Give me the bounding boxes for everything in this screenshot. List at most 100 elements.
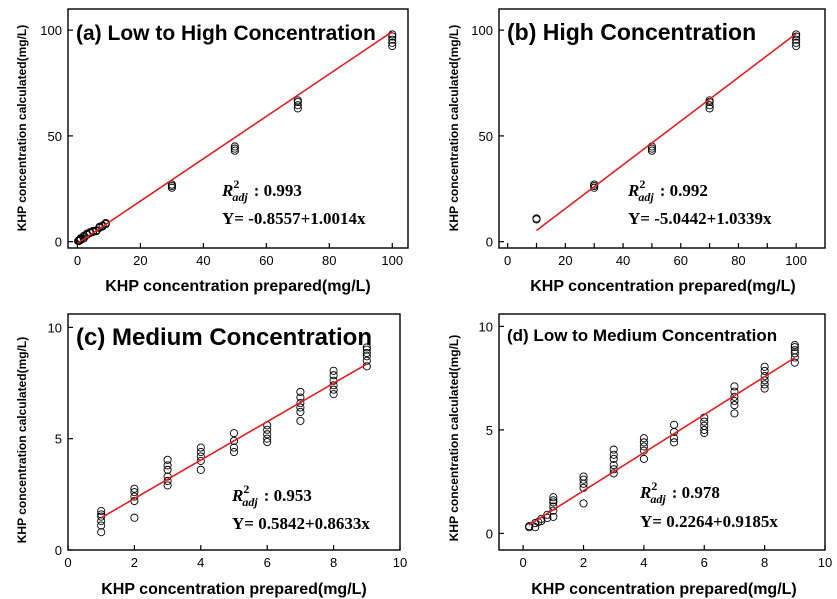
plot-frame bbox=[67, 313, 401, 551]
data-point bbox=[296, 403, 305, 412]
data-point bbox=[263, 437, 272, 447]
x-axis-label: KHP concentration prepared(mg/L) bbox=[105, 278, 371, 295]
data-point bbox=[167, 180, 176, 189]
data-point bbox=[97, 510, 106, 519]
data-point bbox=[792, 30, 801, 39]
data-point bbox=[388, 35, 397, 44]
chart-title: (d) Low to Medium Concentration bbox=[507, 326, 777, 345]
data-point bbox=[730, 401, 739, 410]
data-point bbox=[196, 443, 205, 452]
x-axis-label: KHP concentration prepared(mg/L) bbox=[531, 581, 797, 598]
x-tick-label: 8 bbox=[761, 555, 768, 570]
data-point bbox=[101, 220, 110, 229]
plot-frame bbox=[498, 8, 826, 249]
data-point bbox=[670, 420, 679, 429]
data-point bbox=[579, 499, 588, 508]
data-point bbox=[196, 447, 205, 457]
data-point bbox=[130, 513, 139, 522]
data-point bbox=[609, 461, 618, 470]
data-point bbox=[163, 465, 172, 474]
data-point bbox=[296, 407, 305, 417]
grid-layer: 0 2 4 6 8 10 0 5 10 bbox=[48, 320, 408, 570]
data-point bbox=[790, 343, 799, 352]
y-tick-label: 10 bbox=[479, 319, 493, 334]
data-point bbox=[549, 506, 558, 515]
x-tick-label: 10 bbox=[818, 555, 832, 570]
data-point bbox=[97, 521, 106, 530]
grid-layer: 0 20 40 60 80 100 0 50 100 bbox=[40, 23, 403, 268]
x-tick-label: 0 bbox=[64, 555, 71, 570]
data-point bbox=[329, 366, 338, 375]
grid-layer: 0 2 4 6 8 10 0 5 10 bbox=[479, 319, 833, 570]
data-point bbox=[230, 142, 239, 151]
data-point bbox=[792, 41, 801, 51]
data-point bbox=[293, 104, 302, 113]
data-point bbox=[760, 362, 769, 371]
x-axis-label: KHP concentration prepared(mg/L) bbox=[101, 581, 367, 598]
x-tick-label: 100 bbox=[785, 253, 807, 268]
data-point bbox=[130, 484, 139, 493]
data-point bbox=[229, 447, 239, 457]
x-tick-label: 4 bbox=[197, 555, 204, 570]
data-point bbox=[263, 425, 272, 434]
data-point bbox=[705, 101, 714, 110]
data-point bbox=[163, 481, 172, 490]
data-point bbox=[296, 393, 305, 402]
data-point bbox=[229, 436, 239, 445]
data-point bbox=[705, 96, 714, 105]
data-point bbox=[388, 41, 397, 51]
data-point bbox=[293, 96, 302, 105]
data-point bbox=[230, 146, 239, 155]
data-point bbox=[760, 372, 769, 381]
x-tick-label: 0 bbox=[74, 253, 81, 268]
data-point bbox=[196, 465, 205, 474]
regression-equation: Y= 0.2264+0.9185x bbox=[640, 512, 778, 531]
data-point bbox=[790, 341, 799, 350]
r2-annotation: R2 adj: 0.953 bbox=[231, 482, 312, 509]
data-point bbox=[730, 396, 739, 405]
x-tick-label: 2 bbox=[580, 555, 587, 570]
x-tick-label: 0 bbox=[504, 253, 511, 268]
data-point bbox=[362, 352, 371, 361]
plot-frame bbox=[67, 8, 409, 249]
panel-d: 0 2 4 6 8 10 0 5 10 (d) Low to Medium Concentrat… bbox=[447, 313, 833, 598]
panel-a: 0 20 40 60 80 100 0 50 100 (a) Low to High Conce… bbox=[15, 8, 409, 295]
x-tick-label: 0 bbox=[520, 555, 527, 570]
data-point bbox=[639, 438, 648, 447]
regression-equation: Y= 0.5842+0.8633x bbox=[232, 514, 370, 533]
regression-equation: Y= -0.8557+1.0014x bbox=[222, 209, 366, 228]
data-point bbox=[760, 380, 769, 389]
data-point bbox=[760, 384, 769, 393]
data-point bbox=[362, 343, 371, 352]
data-point bbox=[579, 479, 588, 488]
data-point bbox=[296, 399, 305, 408]
y-tick-label: 50 bbox=[479, 129, 493, 144]
x-tick-label: 80 bbox=[731, 253, 745, 268]
chart-title: (c) Medium Concentration bbox=[76, 324, 372, 351]
data-point bbox=[549, 496, 558, 505]
data-point bbox=[790, 349, 799, 358]
data-point bbox=[639, 454, 648, 463]
x-tick-label: 60 bbox=[259, 253, 273, 268]
x-tick-label: 60 bbox=[674, 253, 688, 268]
y-tick-label: 0 bbox=[55, 235, 62, 250]
data-point bbox=[549, 493, 558, 502]
data-point bbox=[329, 371, 338, 380]
y-axis-label: KHP concentration calculated(mg/L) bbox=[15, 337, 29, 543]
x-tick-label: 2 bbox=[131, 555, 138, 570]
r2-annotation: R2 adj: 0.978 bbox=[639, 479, 720, 506]
data-point bbox=[329, 385, 338, 394]
data-point bbox=[163, 461, 172, 470]
fit-line bbox=[528, 356, 796, 526]
data-point bbox=[700, 417, 709, 426]
y-tick-label: 0 bbox=[486, 526, 493, 541]
x-tick-label: 8 bbox=[330, 555, 337, 570]
y-tick-label: 5 bbox=[486, 423, 493, 438]
y-tick-label: 50 bbox=[48, 129, 62, 144]
x-tick-label: 20 bbox=[133, 253, 147, 268]
y-tick-label: 0 bbox=[55, 543, 62, 558]
data-point bbox=[705, 104, 714, 113]
data-point bbox=[296, 416, 305, 425]
data-point bbox=[639, 442, 648, 451]
data-point bbox=[229, 443, 239, 452]
